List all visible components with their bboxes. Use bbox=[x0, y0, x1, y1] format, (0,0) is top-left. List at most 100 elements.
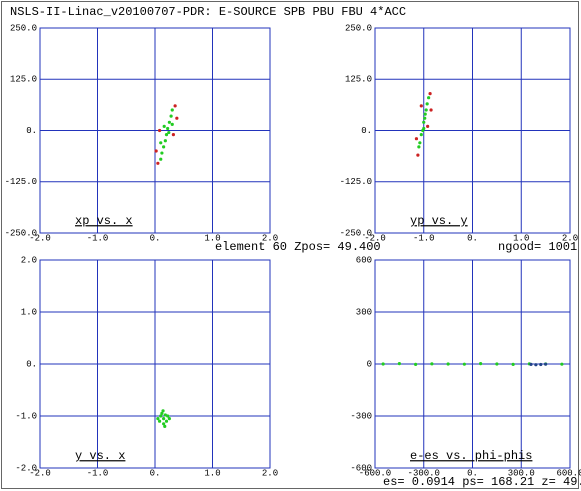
x-tick-label: 2.0 bbox=[562, 233, 578, 243]
y-tick-label: -600 bbox=[350, 463, 372, 473]
x-tick-label: 300.0 bbox=[508, 468, 535, 478]
particle bbox=[164, 419, 169, 423]
y-tick-label: -300 bbox=[350, 411, 372, 421]
plot-label: e-es vs. phi-phis bbox=[410, 449, 532, 463]
particle bbox=[416, 153, 420, 157]
particle bbox=[417, 145, 421, 149]
particle bbox=[159, 157, 163, 161]
particle bbox=[162, 422, 166, 426]
x-tick-label: -1.0 bbox=[87, 233, 109, 243]
particle bbox=[423, 116, 427, 120]
particle bbox=[159, 414, 163, 418]
particle bbox=[163, 139, 167, 143]
particle bbox=[418, 141, 422, 145]
particle bbox=[156, 161, 160, 165]
particle bbox=[166, 414, 170, 418]
particle bbox=[170, 122, 174, 126]
particle bbox=[160, 411, 164, 415]
particle bbox=[428, 92, 432, 96]
particle bbox=[162, 124, 166, 128]
particle bbox=[424, 108, 428, 112]
y-tick-label: -125.0 bbox=[340, 177, 372, 187]
plot-label: y vs. x bbox=[75, 449, 125, 463]
particle bbox=[425, 102, 429, 106]
y-tick-label: 600 bbox=[356, 255, 372, 265]
particle bbox=[175, 116, 179, 120]
particle bbox=[154, 149, 158, 153]
y-tick-label: 0. bbox=[361, 126, 372, 136]
particle bbox=[426, 124, 430, 128]
x-tick-label: -2.0 bbox=[364, 233, 386, 243]
y-tick-label: 300 bbox=[356, 307, 372, 317]
chart-title: NSLS-II-Linac_v20100707-PDR: E-SOURCE SP… bbox=[10, 5, 406, 19]
particle bbox=[422, 120, 426, 124]
particle bbox=[170, 108, 174, 112]
y-tick-label: 0 bbox=[367, 359, 372, 369]
particle bbox=[419, 133, 423, 137]
particle bbox=[158, 419, 162, 423]
x-tick-label: 600.0 bbox=[556, 468, 581, 478]
particle bbox=[422, 126, 426, 131]
x-tick-label: 0. bbox=[467, 233, 478, 243]
y-tick-label: 250.0 bbox=[10, 23, 37, 33]
particle bbox=[158, 128, 162, 133]
particle bbox=[167, 130, 171, 135]
x-tick-label: 2.0 bbox=[262, 468, 278, 478]
particle bbox=[544, 362, 548, 366]
particle bbox=[479, 362, 483, 366]
particle bbox=[162, 145, 166, 149]
y-tick-label: 0. bbox=[26, 126, 37, 136]
particle bbox=[414, 137, 419, 141]
particle bbox=[381, 362, 385, 366]
y-tick-label: 125.0 bbox=[10, 75, 37, 85]
particle bbox=[529, 362, 533, 366]
particle bbox=[534, 363, 538, 367]
y-tick-label: -2.0 bbox=[15, 463, 37, 473]
y-tick-label: -125.0 bbox=[5, 177, 37, 187]
y-tick-label: 0. bbox=[26, 359, 37, 369]
footer-line: es= 0.0914 ps= 168.21 z= 49.4 bbox=[383, 475, 581, 489]
y-tick-label: 1.0 bbox=[21, 307, 37, 317]
particle bbox=[171, 133, 175, 137]
x-tick-label: -1.0 bbox=[413, 233, 435, 243]
y-tick-label: 2.0 bbox=[21, 255, 37, 265]
particle bbox=[164, 133, 169, 137]
particle bbox=[511, 362, 515, 366]
particle bbox=[462, 362, 466, 366]
x-tick-label: 0. bbox=[150, 233, 161, 243]
x-tick-label: -300.0 bbox=[408, 468, 440, 478]
particle bbox=[166, 126, 170, 131]
plot-label: yp vs. y bbox=[410, 214, 468, 228]
particle bbox=[167, 417, 171, 421]
x-tick-label: -2.0 bbox=[29, 468, 51, 478]
y-tick-label: -1.0 bbox=[15, 411, 37, 421]
particle bbox=[161, 409, 165, 413]
x-tick-label: -600.0 bbox=[359, 468, 391, 478]
x-tick-label: 0. bbox=[150, 468, 161, 478]
y-tick-label: -250.0 bbox=[5, 228, 37, 238]
particle bbox=[160, 151, 164, 155]
particle bbox=[159, 141, 163, 145]
status-line: element 60 Zpos= 49.400 bbox=[215, 240, 381, 254]
x-tick-label: 2.0 bbox=[262, 233, 278, 243]
x-tick-label: -2.0 bbox=[29, 233, 51, 243]
x-tick-label: 1.0 bbox=[513, 233, 529, 243]
particle bbox=[429, 108, 433, 112]
particle bbox=[539, 362, 543, 367]
particle bbox=[397, 362, 401, 366]
y-tick-label: 125.0 bbox=[345, 75, 372, 85]
x-tick-label: -1.0 bbox=[87, 468, 109, 478]
particle bbox=[419, 104, 423, 108]
particle bbox=[163, 424, 167, 428]
particle bbox=[495, 362, 499, 366]
particle bbox=[162, 417, 166, 421]
x-tick-label: 1.0 bbox=[204, 233, 220, 243]
y-tick-label: -250.0 bbox=[340, 228, 372, 238]
particle bbox=[169, 114, 173, 118]
y-tick-label: 250.0 bbox=[345, 23, 372, 33]
particle bbox=[423, 112, 427, 116]
particle bbox=[560, 362, 564, 366]
